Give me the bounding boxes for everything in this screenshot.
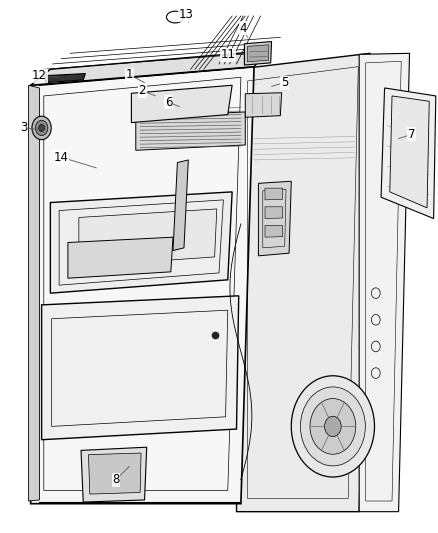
- Polygon shape: [173, 160, 188, 251]
- Polygon shape: [258, 181, 291, 256]
- Text: 11: 11: [220, 49, 237, 62]
- Text: 1: 1: [125, 68, 145, 83]
- Polygon shape: [381, 88, 436, 219]
- Text: 2: 2: [138, 84, 155, 97]
- Circle shape: [32, 116, 51, 140]
- Polygon shape: [136, 112, 245, 150]
- Polygon shape: [237, 53, 370, 512]
- Polygon shape: [31, 67, 254, 504]
- Circle shape: [300, 387, 365, 466]
- Circle shape: [310, 399, 356, 454]
- Polygon shape: [45, 74, 85, 83]
- Polygon shape: [50, 192, 232, 293]
- Polygon shape: [390, 96, 429, 208]
- Text: 8: 8: [113, 466, 129, 486]
- Polygon shape: [131, 85, 232, 123]
- Text: 12: 12: [32, 69, 59, 82]
- Polygon shape: [265, 225, 283, 237]
- Polygon shape: [265, 188, 283, 200]
- Polygon shape: [79, 209, 217, 266]
- Polygon shape: [42, 296, 239, 440]
- Text: 6: 6: [165, 96, 180, 109]
- Polygon shape: [247, 45, 269, 62]
- Polygon shape: [265, 207, 283, 219]
- Circle shape: [39, 124, 45, 132]
- Circle shape: [325, 416, 341, 437]
- Polygon shape: [244, 42, 272, 65]
- Text: 7: 7: [399, 128, 416, 141]
- Polygon shape: [359, 53, 410, 512]
- Polygon shape: [88, 453, 141, 494]
- Circle shape: [35, 120, 48, 135]
- Text: 13: 13: [179, 9, 194, 22]
- Polygon shape: [68, 237, 173, 278]
- Polygon shape: [245, 93, 282, 117]
- Text: 3: 3: [21, 122, 39, 134]
- Polygon shape: [81, 447, 147, 502]
- Text: 14: 14: [54, 151, 96, 168]
- Polygon shape: [28, 85, 39, 501]
- Circle shape: [291, 376, 374, 477]
- Text: 5: 5: [272, 76, 288, 89]
- Polygon shape: [31, 51, 269, 85]
- Text: 4: 4: [239, 22, 247, 37]
